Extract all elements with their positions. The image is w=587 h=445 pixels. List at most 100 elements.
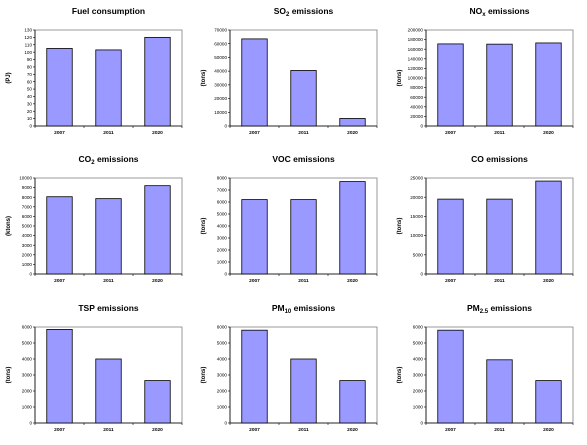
y-tick-label: 20000 [410, 114, 423, 119]
y-tick-label: 160000 [408, 47, 424, 52]
x-tick-label: 2020 [347, 278, 358, 284]
y-tick-label: 9000 [22, 185, 33, 190]
x-tick-label: 2007 [445, 130, 456, 136]
y-tick-label: 5000 [22, 341, 33, 346]
chart-panel: SO2 emissions 0 10000 20000 30000 40000 50000 6… [195, 0, 390, 148]
x-tick-label: 2020 [152, 427, 163, 433]
y-tick-label: 10000 [410, 233, 423, 238]
x-tick-label: 2007 [249, 278, 260, 284]
y-tick-label: 0 [420, 272, 423, 277]
chart-title: VOC emissions [272, 154, 335, 164]
y-tick-label: 40000 [214, 69, 227, 74]
y-tick-label: 3000 [22, 243, 33, 248]
y-axis-label: (tons) [397, 218, 403, 235]
bar [486, 198, 513, 275]
x-tick-label: 2020 [152, 278, 163, 284]
y-tick-label: 70000 [214, 28, 227, 33]
chart-title-tail: emissions [289, 6, 333, 16]
y-tick-label: 100000 [408, 76, 424, 81]
y-tick-label: 40 [27, 94, 33, 99]
x-tick-label: 2007 [445, 278, 456, 284]
y-tick-label: 3000 [217, 373, 228, 378]
chart-title: CO emissions [471, 154, 528, 164]
y-tick-label: 5000 [413, 252, 424, 257]
y-tick-label: 0 [29, 421, 32, 426]
y-tick-label: 40000 [410, 104, 423, 109]
y-tick-label: 30000 [214, 82, 227, 87]
y-axis-label: (tons) [6, 367, 12, 384]
x-tick-label: 2011 [298, 278, 309, 284]
chart-panel: PM10 emissions 0 1000 2000 3000 4000 5000 6000 (… [195, 297, 390, 445]
chart-svg: CO emissions 0 5000 10000 15000 20000 25000 (to… [397, 154, 574, 284]
chart-title-subscript: 10 [285, 309, 292, 315]
bar [46, 48, 73, 127]
bar [535, 180, 562, 275]
bar [241, 199, 268, 275]
y-tick-label: 1000 [22, 262, 33, 267]
chart-svg: CO2 emissions 0 1000 2000 3000 4000 5000 6000 70… [6, 154, 183, 284]
y-tick-label: 8000 [217, 176, 228, 181]
x-tick-label: 2007 [249, 427, 260, 433]
chart-title-subscript: x [482, 12, 486, 18]
bar [46, 196, 73, 275]
chart-panel: NOx emissions 0 20000 40000 60000 80000 100000… [391, 0, 586, 148]
chart-svg: VOC emissions 0 1000 2000 3000 4000 5000 6000 70… [201, 154, 378, 284]
bar [339, 181, 366, 275]
y-tick-label: 0 [29, 272, 32, 277]
bar [437, 43, 464, 127]
x-tick-label: 2011 [298, 130, 309, 136]
chart-title-main: NO [469, 6, 482, 16]
chart-title-main: CO emissions [471, 154, 528, 164]
y-tick-label: 0 [420, 421, 423, 426]
y-tick-label: 1000 [413, 405, 424, 410]
y-tick-label: 20 [27, 109, 33, 114]
y-tick-label: 0 [224, 272, 227, 277]
y-tick-label: 3000 [413, 373, 424, 378]
chart-title: NOx emissions [469, 6, 529, 18]
y-tick-label: 2000 [217, 389, 228, 394]
y-tick-label: 6000 [22, 214, 33, 219]
y-tick-label: 2000 [217, 248, 228, 253]
bar [437, 198, 464, 275]
x-tick-label: 2011 [494, 130, 505, 136]
y-axis-label: (tons) [201, 218, 207, 235]
y-tick-label: 20000 [214, 96, 227, 101]
y-tick-label: 15000 [410, 214, 423, 219]
y-tick-label: 60 [27, 79, 33, 84]
y-tick-label: 50 [27, 87, 33, 92]
y-tick-label: 7000 [22, 204, 33, 209]
y-axis-label: (PJ) [6, 72, 12, 83]
chart-title: CO2 emissions [78, 154, 138, 166]
chart-panel: TSP emissions 0 1000 2000 3000 4000 5000 6000 (t… [0, 297, 195, 445]
bar [290, 70, 317, 127]
chart-title-main: TSP emissions [78, 303, 139, 313]
bar [486, 359, 513, 424]
x-tick-label: 2020 [347, 130, 358, 136]
y-tick-label: 5000 [413, 341, 424, 346]
bar [290, 358, 317, 424]
y-tick-label: 140000 [408, 56, 424, 61]
chart-panel: PM2.5 emissions 0 1000 2000 3000 4000 5000 6000… [391, 297, 586, 445]
bar [144, 185, 171, 275]
chart-title-main: PM [272, 303, 285, 313]
y-tick-label: 200000 [408, 28, 424, 33]
y-tick-label: 90 [27, 57, 33, 62]
chart-svg: TSP emissions 0 1000 2000 3000 4000 5000 6000 (t… [6, 303, 183, 433]
y-tick-label: 6000 [217, 200, 228, 205]
chart-title: PM2.5 emissions [467, 303, 532, 315]
chart-title-tail: emissions [95, 154, 139, 164]
chart-svg: NOx emissions 0 20000 40000 60000 80000 100000… [397, 6, 574, 136]
y-tick-label: 100 [24, 50, 32, 55]
x-tick-label: 2011 [494, 427, 505, 433]
chart-svg: PM2.5 emissions 0 1000 2000 3000 4000 5000 6000… [397, 303, 574, 433]
y-tick-label: 8000 [22, 195, 33, 200]
y-tick-label: 2000 [22, 252, 33, 257]
bar [144, 380, 171, 424]
y-tick-label: 4000 [22, 357, 33, 362]
bar [241, 38, 268, 127]
y-tick-label: 4000 [217, 224, 228, 229]
bar [95, 358, 122, 424]
chart-title-tail: emissions [291, 303, 335, 313]
chart-title-subscript: 2 [91, 160, 95, 166]
